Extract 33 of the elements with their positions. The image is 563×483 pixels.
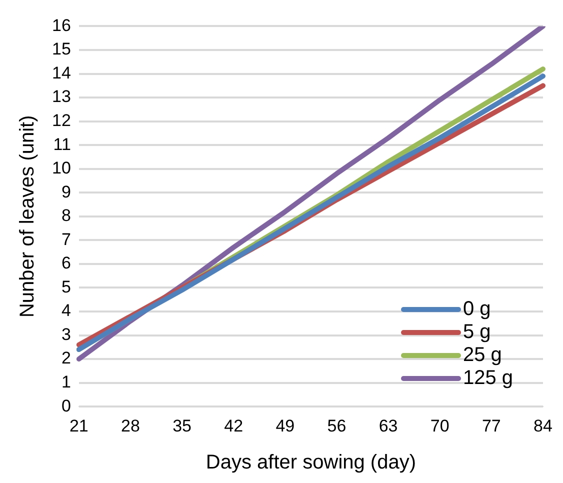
y-tick-label: 7: [61, 230, 71, 249]
y-tick-label: 14: [52, 63, 71, 82]
x-tick-label: 63: [378, 416, 398, 436]
y-tick-label: 11: [53, 134, 71, 154]
y-tick-label: 4: [61, 301, 71, 320]
x-tick-label: 21: [69, 416, 88, 436]
x-tick-label: 42: [224, 416, 244, 436]
x-tick-label: 84: [534, 416, 552, 436]
x-tick-label: 28: [121, 416, 140, 436]
y-tick-label: 12: [52, 110, 71, 130]
x-tick-label: 77: [482, 416, 501, 436]
y-tick-label: 0: [61, 396, 71, 416]
y-tick-label: 15: [52, 40, 71, 59]
y-tick-label: 5: [61, 277, 71, 296]
x-tick-label: 70: [430, 416, 450, 436]
legend-label: 125 g: [463, 366, 514, 390]
y-tick-label: 1: [61, 372, 71, 392]
y-tick-label: 10: [52, 158, 71, 178]
y-tick-label: 3: [61, 324, 71, 344]
y-tick-label: 6: [61, 254, 71, 273]
x-tick-label: 49: [276, 416, 295, 436]
y-axis-title: Nunber of leaves (unit): [16, 115, 39, 318]
y-tick-label: 2: [61, 348, 71, 368]
legend-label: 25 g: [463, 344, 502, 367]
y-tick-label: 13: [52, 87, 71, 106]
legend-label: 5 g: [463, 320, 491, 344]
x-axis-title: Days after sowing (day): [206, 452, 416, 474]
y-tick-label: 16: [52, 16, 71, 35]
legend-label: 0 g: [463, 298, 491, 321]
x-tick-label: 35: [172, 416, 192, 436]
y-tick-label: 8: [61, 206, 71, 226]
y-tick-label: 9: [61, 182, 71, 202]
x-tick-label: 56: [327, 416, 346, 436]
